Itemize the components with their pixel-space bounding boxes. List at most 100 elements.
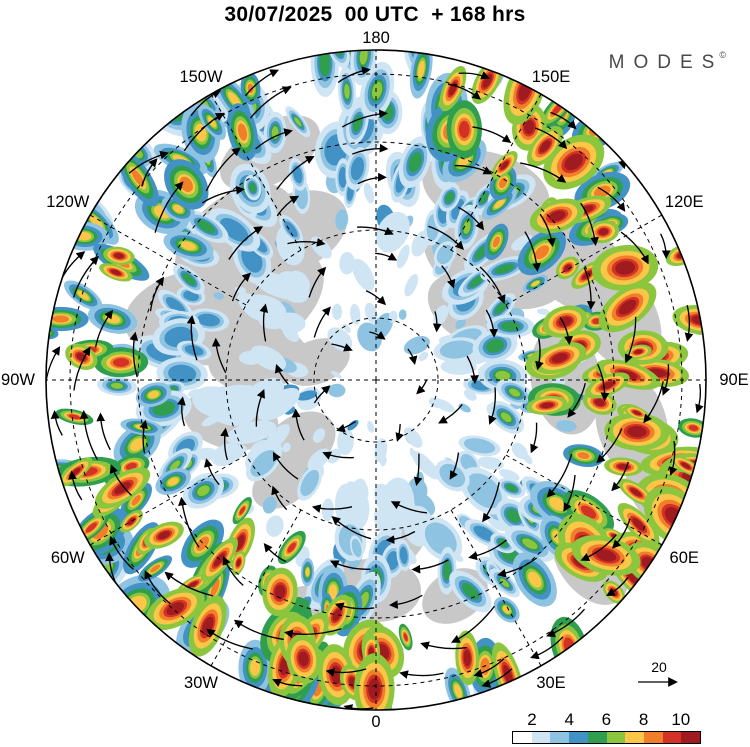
wind-arrow bbox=[660, 233, 671, 260]
wind-arrow bbox=[263, 543, 287, 563]
wind-arrow bbox=[96, 412, 111, 451]
wind-arrow bbox=[497, 557, 538, 578]
wind-arrow bbox=[669, 441, 678, 476]
wind-arrow bbox=[186, 315, 198, 361]
wind-arrow bbox=[413, 50, 424, 51]
wind-arrow bbox=[479, 266, 506, 305]
wind-arrow bbox=[109, 464, 132, 496]
wind-reference-legend: 20 bbox=[626, 660, 692, 694]
wind-arrow bbox=[530, 422, 539, 454]
wind-arrow bbox=[580, 534, 617, 562]
colorbar-cell bbox=[569, 732, 588, 743]
wind-arrow bbox=[249, 86, 292, 119]
meridian-label-90E: 90E bbox=[719, 371, 748, 389]
meridian-label-150W: 150W bbox=[179, 68, 223, 86]
wind-arrow bbox=[624, 316, 637, 364]
colorbar-cell bbox=[513, 732, 532, 743]
wind-arrow bbox=[441, 265, 456, 289]
wind-arrow bbox=[407, 348, 418, 366]
wind-arrow bbox=[259, 303, 269, 342]
wind-arrow bbox=[375, 252, 398, 261]
wind-arrow bbox=[331, 516, 372, 540]
wind-arrow bbox=[438, 403, 463, 424]
meridian-label-120W: 120W bbox=[46, 193, 90, 211]
wind-arrow bbox=[559, 316, 573, 346]
meridian-label-60W: 60W bbox=[51, 549, 85, 567]
colorbar-tick-label: 6 bbox=[601, 710, 612, 729]
wind-arrow bbox=[337, 66, 371, 83]
wind-arrow bbox=[139, 419, 148, 454]
wind-arrow bbox=[390, 501, 428, 514]
wind-arrow bbox=[334, 602, 375, 611]
wind-arrow bbox=[72, 255, 99, 298]
wind-arrow bbox=[520, 162, 567, 183]
wind-arrow bbox=[468, 539, 507, 561]
wind-arrow bbox=[357, 226, 394, 236]
wind-arrow bbox=[272, 678, 303, 687]
wind-arrow bbox=[432, 311, 442, 333]
wind-arrow bbox=[597, 363, 610, 402]
copyright-mark: © bbox=[719, 50, 726, 60]
wind-arrow bbox=[325, 668, 367, 677]
wind-arrow bbox=[466, 355, 479, 385]
modes-logo: MODES© bbox=[609, 50, 726, 74]
wind-arrow bbox=[311, 504, 353, 513]
wind-arrow bbox=[481, 668, 513, 688]
wind-arrow bbox=[149, 276, 165, 312]
meridian-labels: 180 150E 120E 90E 60E 30E 0 30W 60W 90W 120W 150W bbox=[1, 29, 749, 731]
wind-arrow bbox=[447, 83, 482, 100]
wind-arrow bbox=[611, 518, 631, 549]
wind-arrow bbox=[389, 594, 423, 609]
wind-arrow bbox=[365, 290, 387, 306]
wind-arrow bbox=[211, 337, 227, 374]
colorbar-tick-label: 10 bbox=[671, 710, 691, 729]
wind-arrow bbox=[203, 458, 220, 486]
wind-arrow bbox=[154, 181, 184, 233]
wind-arrow bbox=[695, 383, 704, 414]
wind-arrow bbox=[284, 628, 342, 639]
wind-arrow bbox=[546, 453, 573, 498]
wind-arrow bbox=[567, 382, 586, 418]
wind-arrow bbox=[205, 147, 241, 192]
wind-arrow bbox=[201, 185, 245, 204]
reference-arrow-icon bbox=[638, 677, 678, 687]
wind-arrow bbox=[413, 453, 423, 487]
wind-arrow bbox=[271, 485, 288, 511]
meridian-label-180: 180 bbox=[362, 29, 390, 47]
colorbar-cell bbox=[550, 732, 570, 743]
wind-arrow bbox=[428, 225, 465, 250]
wind-arrow bbox=[164, 571, 214, 597]
wind-arrow bbox=[255, 128, 293, 150]
wind-arrow bbox=[416, 379, 428, 395]
wind-arrow bbox=[583, 267, 596, 310]
wind-arrow bbox=[228, 226, 264, 260]
colorbar-cell bbox=[625, 732, 644, 743]
colorbar-tick-labels: 2 4 6 8 10 bbox=[512, 710, 701, 731]
wind-arrow bbox=[530, 636, 564, 660]
wind-arrow bbox=[473, 658, 505, 678]
wind-arrow bbox=[352, 143, 389, 155]
wind-arrow bbox=[611, 461, 629, 492]
wind-arrow bbox=[357, 172, 387, 185]
wind-arrow bbox=[620, 231, 649, 265]
colorbar: 2 4 6 8 10 bbox=[512, 710, 701, 744]
colorbar-cell bbox=[606, 732, 626, 743]
wind-arrow bbox=[395, 424, 404, 442]
wind-arrow bbox=[183, 112, 225, 152]
wind-arrow bbox=[177, 396, 186, 427]
colorbar-cell bbox=[531, 732, 551, 743]
wind-arrow bbox=[596, 428, 623, 464]
wind-arrow bbox=[643, 381, 664, 424]
wind-arrow bbox=[128, 150, 169, 174]
wind-arrow bbox=[331, 343, 353, 352]
wind-arrow bbox=[336, 421, 356, 433]
wind-arrow bbox=[222, 555, 244, 586]
wind-arrow bbox=[50, 409, 63, 436]
wind-arrow bbox=[73, 346, 91, 391]
wind-arrow bbox=[276, 195, 300, 217]
wind-arrow bbox=[458, 71, 490, 80]
wind-reference-value: 20 bbox=[651, 659, 667, 675]
wind-arrow bbox=[488, 387, 497, 425]
wind-arrow bbox=[272, 451, 299, 480]
wind-arrow bbox=[482, 482, 500, 523]
